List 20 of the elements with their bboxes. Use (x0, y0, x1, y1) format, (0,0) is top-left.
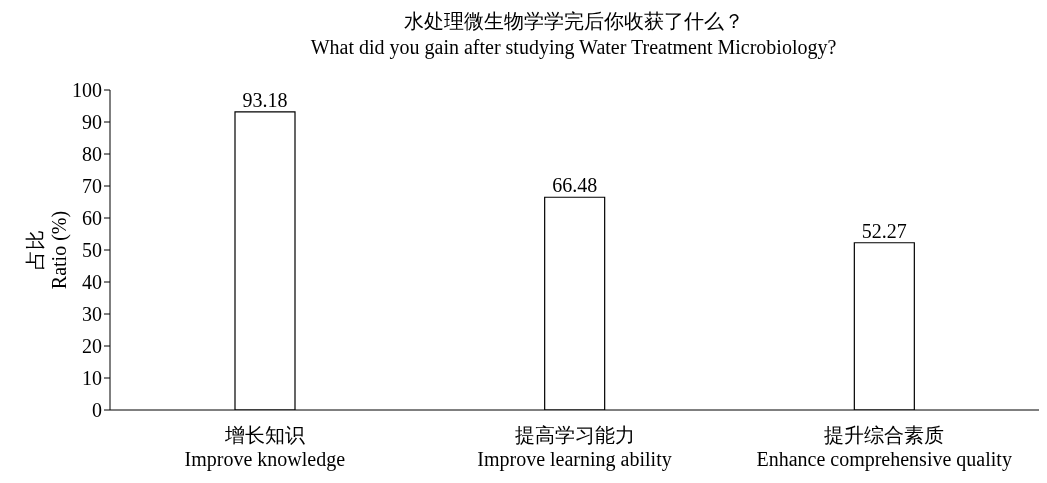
y-tick-label: 60 (82, 207, 102, 230)
y-axis-title: 占比 Ratio (%) (24, 210, 71, 290)
data-label: 66.48 (552, 174, 598, 197)
data-label: 52.27 (861, 219, 907, 242)
y-tick-label: 40 (82, 271, 102, 294)
chart-subtitle: What did you gain after studying Water Treatment Microbiology? (309, 35, 838, 60)
y-tick-label: 70 (82, 175, 102, 198)
x-tick-label: 提高学习能力 Improve learning ability (477, 424, 672, 471)
x-tick-label: 增长知识 Improve knowledge (184, 424, 346, 471)
x-tick-label: 提升综合素质 Enhance comprehensive quality (756, 424, 1012, 471)
y-tick-label: 30 (82, 303, 102, 326)
y-tick-label: 10 (82, 367, 102, 390)
y-tick-label: 100 (72, 79, 102, 102)
y-tick-label: 0 (92, 399, 102, 422)
chart-title: 水处理微生物学学完后你收获了什么？ (402, 9, 745, 34)
y-tick-label: 20 (82, 335, 102, 358)
y-tick-label: 80 (82, 143, 102, 166)
data-label: 93.18 (242, 88, 288, 111)
y-tick-label: 90 (82, 111, 102, 134)
y-tick-label: 50 (82, 239, 102, 262)
